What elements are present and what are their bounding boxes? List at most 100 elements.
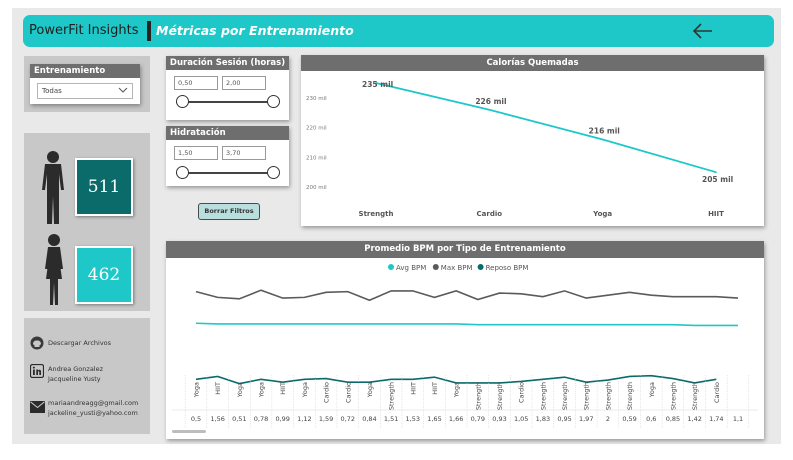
download-link[interactable]: Descargar Archivos bbox=[30, 336, 148, 350]
bpm-category-label: Strength bbox=[496, 382, 504, 410]
mail-icon bbox=[30, 401, 45, 413]
arrow-left-icon bbox=[692, 23, 712, 39]
title-divider bbox=[147, 21, 151, 41]
bpm-category-label: Yoga bbox=[648, 382, 656, 398]
female-figure-icon bbox=[45, 234, 63, 305]
duration-min-input[interactable]: 0,50 bbox=[174, 76, 218, 90]
download-link-text: Descargar Archivos bbox=[48, 339, 112, 347]
bpm-duration-label: 0,95 bbox=[557, 415, 571, 423]
calories-point bbox=[601, 138, 604, 141]
bpm-line-chart: Avg BPM Max BPM Reposo BPM Yoga HIIT Yoga Yoga… bbox=[172, 264, 758, 433]
y-tick-label: 210 mil bbox=[306, 155, 327, 161]
bpm-duration-label: 1,66 bbox=[449, 415, 463, 423]
training-filter-card: Entrenamiento Todas bbox=[30, 64, 140, 104]
hydration-min-input[interactable]: 1,50 bbox=[174, 146, 218, 160]
github-icon bbox=[30, 336, 44, 350]
app-title: PowerFit Insights bbox=[29, 23, 139, 38]
bpm-category-label: Cardio bbox=[713, 382, 721, 403]
bpm-category-label: HIIT bbox=[279, 382, 287, 395]
chevron-down-icon bbox=[118, 87, 128, 93]
y-tick-label: 200 mil bbox=[306, 185, 327, 191]
calories-x-tick-label: Cardio bbox=[477, 210, 503, 218]
male-figure-icon bbox=[42, 151, 64, 224]
bpm-duration-label: 1,65 bbox=[427, 415, 441, 423]
calories-x-tick-label: Strength bbox=[359, 210, 394, 218]
hydration-filter-label: Hidratación bbox=[166, 126, 289, 140]
legend-marker bbox=[432, 264, 439, 270]
bpm-series-line bbox=[195, 374, 717, 385]
bpm-duration-label: 1,74 bbox=[709, 415, 723, 423]
calories-data-label: 235 mil bbox=[362, 80, 393, 89]
calories-x-tick-label: Yoga bbox=[592, 210, 612, 218]
duration-slider-min-handle[interactable] bbox=[176, 95, 189, 108]
bpm-category-label: Strength bbox=[388, 382, 396, 410]
email-1: mariaandreagg@gmail.com bbox=[48, 399, 139, 407]
duration-filter-card: Duración Sesión (horas) 0,50 2,00 bbox=[166, 56, 289, 120]
bpm-category-label: Strength bbox=[626, 382, 634, 410]
calories-data-label: 205 mil bbox=[702, 175, 733, 184]
bpm-category-label: Strength bbox=[583, 382, 591, 410]
bpm-category-label: HIIT bbox=[431, 382, 439, 395]
email-link[interactable]: mariaandreagg@gmail.com jackeline_yusti@… bbox=[30, 397, 148, 419]
bpm-duration-label: 0,85 bbox=[666, 415, 680, 423]
hydration-slider-track bbox=[176, 172, 274, 174]
bpm-duration-label: 1,56 bbox=[210, 415, 224, 423]
hydration-slider-min-handle[interactable] bbox=[176, 166, 189, 179]
y-tick-label: 220 mil bbox=[306, 126, 327, 132]
duration-slider-max-handle[interactable] bbox=[267, 95, 280, 108]
bpm-duration-label: 0,84 bbox=[362, 415, 376, 423]
bpm-duration-label: 0,99 bbox=[275, 415, 289, 423]
calories-series-line bbox=[375, 82, 717, 174]
bpm-category-label: Strength bbox=[561, 382, 569, 410]
female-count-kpi: 462 bbox=[75, 246, 133, 304]
bpm-duration-label: 1,1 bbox=[733, 415, 743, 423]
bpm-series-line bbox=[195, 289, 739, 302]
bpm-duration-label: 0,59 bbox=[622, 415, 636, 423]
header-bar: PowerFit Insights Métricas por Entrenami… bbox=[23, 15, 774, 47]
clear-filters-button[interactable]: Borrar Filtros bbox=[198, 203, 260, 220]
bpm-category-label: Yoga bbox=[193, 382, 201, 398]
duration-filter-label: Duración Sesión (horas) bbox=[166, 56, 289, 70]
email-2: jackeline_yusti@yahoo.com bbox=[48, 409, 138, 417]
bpm-duration-label: 0,78 bbox=[254, 415, 268, 423]
bpm-duration-label: 0,93 bbox=[492, 415, 506, 423]
bpm-category-label: Cardio bbox=[323, 382, 331, 403]
bpm-category-label: Yoga bbox=[236, 382, 244, 398]
hydration-filter-card: Hidratación 1,50 3,70 bbox=[166, 126, 289, 186]
bpm-duration-label: 1,53 bbox=[406, 415, 420, 423]
bpm-duration-label: 0,72 bbox=[341, 415, 355, 423]
training-dropdown[interactable]: Todas bbox=[37, 83, 133, 99]
bpm-category-label: Yoga bbox=[366, 382, 374, 398]
bpm-duration-label: 0,5 bbox=[191, 415, 201, 423]
back-arrow-button[interactable] bbox=[691, 20, 715, 42]
hydration-slider-max-handle[interactable] bbox=[267, 166, 280, 179]
training-dropdown-value: Todas bbox=[42, 87, 62, 95]
calories-x-tick-label: HIIT bbox=[708, 210, 724, 218]
bpm-chart-title: Promedio BPM por Tipo de Entrenamiento bbox=[166, 241, 764, 258]
calories-line-chart: 230 mil 220 mil 210 mil 200 mil 235 mil 226 m… bbox=[306, 80, 733, 218]
legend-marker bbox=[477, 264, 484, 270]
bpm-category-label: Strength bbox=[669, 382, 677, 410]
bpm-duration-label: 1,12 bbox=[297, 415, 311, 423]
authors-link[interactable]: Andrea Gonzalez Jacqueline Yusty bbox=[30, 364, 148, 386]
links-area bbox=[24, 318, 150, 434]
calories-point bbox=[375, 82, 377, 84]
calories-chart-card: Calorías Quemadas 230 mil 220 mil 210 mil 2… bbox=[301, 55, 764, 226]
male-count-kpi: 511 bbox=[75, 158, 133, 216]
bpm-duration-label: 1,42 bbox=[687, 415, 701, 423]
horizontal-scrollbar bbox=[172, 430, 206, 433]
bpm-duration-label: 0,6 bbox=[646, 415, 656, 423]
training-filter-label: Entrenamiento bbox=[30, 64, 140, 78]
bpm-duration-label: 1,51 bbox=[384, 415, 398, 423]
legend-label: Reposo BPM bbox=[486, 264, 529, 272]
page-title: Métricas por Entrenamiento bbox=[156, 23, 354, 38]
linkedin-icon bbox=[30, 364, 44, 378]
legend-label: Max BPM bbox=[441, 264, 473, 272]
calories-point bbox=[488, 108, 491, 111]
duration-max-input[interactable]: 2,00 bbox=[222, 76, 266, 90]
y-tick-label: 230 mil bbox=[306, 96, 327, 102]
bpm-duration-label: 0,79 bbox=[471, 415, 485, 423]
bpm-category-label: Cardio bbox=[344, 382, 352, 403]
calories-point bbox=[715, 171, 717, 173]
hydration-max-input[interactable]: 3,70 bbox=[222, 146, 266, 160]
